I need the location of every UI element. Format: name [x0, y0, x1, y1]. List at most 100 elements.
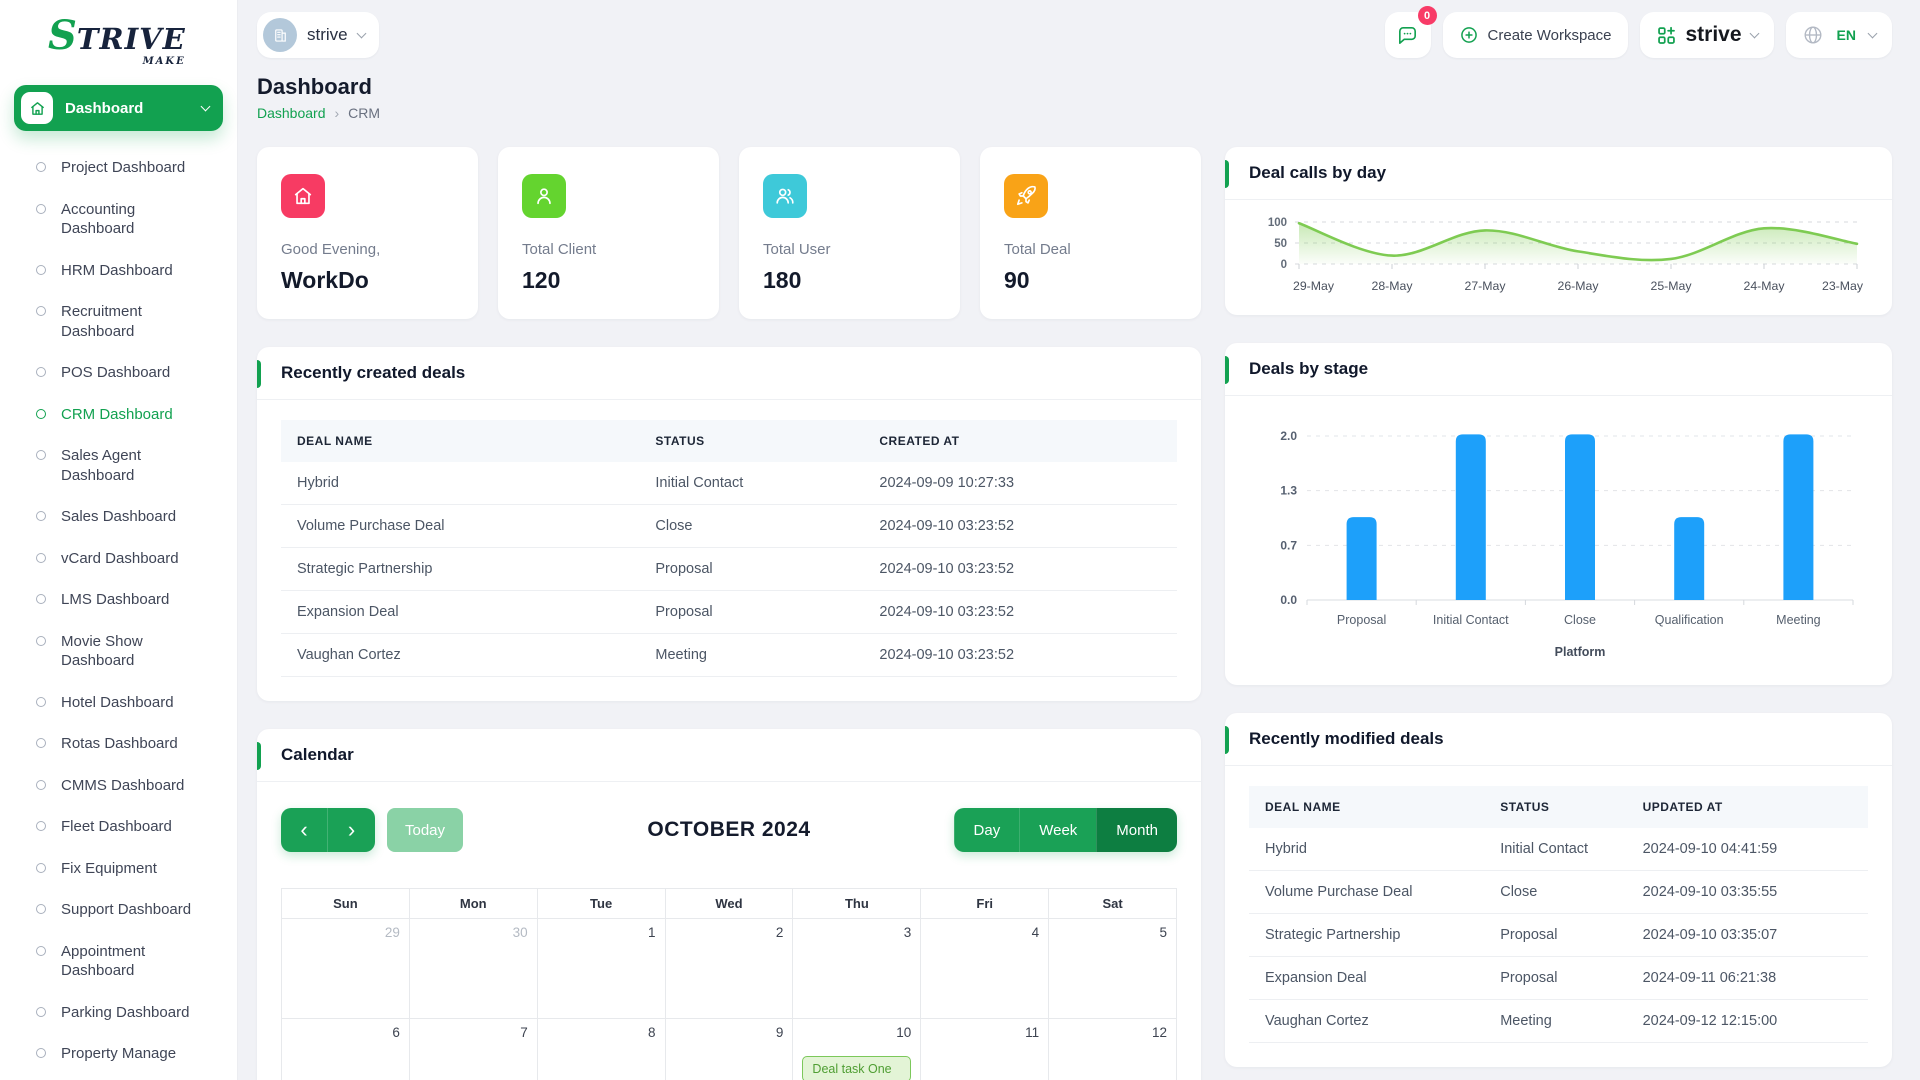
svg-text:50: 50	[1274, 238, 1287, 250]
sidebar-item-support-dashboard[interactable]: Support Dashboard	[36, 889, 223, 931]
circle-icon	[36, 821, 46, 831]
sidebar-item-hrm-dashboard[interactable]: HRM Dashboard	[36, 250, 223, 292]
sidebar-item-property-manage[interactable]: Property Manage	[36, 1033, 223, 1075]
workspace-selector[interactable]: strive	[257, 12, 379, 58]
calendar-day-number: 7	[520, 1025, 528, 1040]
svg-text:Close: Close	[1564, 613, 1596, 627]
calendar-next-button[interactable]: ›	[328, 808, 375, 852]
stat-cards-row: Good Evening, WorkDo Total Client 120 Total …	[257, 147, 1201, 319]
calendar-day-cell-12[interactable]: 12	[1049, 1019, 1177, 1080]
table-cell: Vaughan Cortez	[1249, 999, 1485, 1043]
calendar-day-cell-10[interactable]: 10 Deal task One	[793, 1019, 922, 1080]
calendar-view-month-button[interactable]: Month	[1096, 808, 1177, 852]
sidebar-item-cmms-dashboard[interactable]: CMMS Dashboard	[36, 765, 223, 807]
calendar-day-cell-1[interactable]: 1	[537, 919, 666, 1019]
sidebar-item-parking-dashboard[interactable]: Parking Dashboard	[36, 992, 223, 1034]
breadcrumb-current: CRM	[348, 105, 381, 121]
calendar-event[interactable]: Deal task One	[802, 1056, 912, 1080]
calendar-day-cell-11[interactable]: 11	[921, 1019, 1050, 1080]
sidebar-item-label: Movie Show Dashboard	[61, 632, 143, 670]
messages-button[interactable]: 0	[1384, 6, 1437, 58]
calendar-day-cell-6[interactable]: 6	[282, 1019, 410, 1080]
apps-grid-icon	[1657, 26, 1675, 44]
panel-title: Deal calls by day	[1249, 163, 1387, 182]
sidebar-menu: Project Dashboard Accounting Dashboard HRM…	[14, 141, 223, 1080]
circle-icon	[36, 552, 46, 563]
circle-icon	[36, 306, 46, 316]
page-title: Dashboard	[257, 74, 372, 99]
calendar-day-cell-8[interactable]: 8	[538, 1019, 666, 1080]
calendar-day-cell-2[interactable]: 2	[665, 919, 794, 1019]
calendar-day-cell-5[interactable]: 5	[1049, 919, 1177, 1019]
stat-label: Total Deal	[1004, 241, 1071, 258]
calendar-today-button[interactable]: Today	[387, 808, 464, 852]
circle-icon	[36, 594, 46, 604]
deals-by-stage-chart: 0.0 0.7 1.3 2.0 Proposal Initial Contact Close…	[1280, 429, 1854, 659]
table-row: Expansion Deal Proposal 2024-09-10 03:23:5…	[281, 590, 1177, 634]
plus-circle-icon	[1460, 27, 1477, 43]
app-switcher-button[interactable]: strive	[1639, 12, 1774, 58]
brand-logo[interactable]: S TRIVE MAKE	[48, 16, 186, 68]
language-selector[interactable]: EN	[1785, 12, 1892, 58]
circle-icon	[36, 904, 46, 914]
calendar-prev-button[interactable]: ‹	[281, 808, 328, 852]
right-column: Deal calls by day 100 50 0 29-May 28-May 27-M…	[1225, 147, 1892, 1067]
table-cell: Proposal	[639, 590, 864, 634]
sidebar-item-label: CMMS Dashboard	[61, 776, 185, 794]
calendar-day-cell-30[interactable]: 30	[409, 919, 538, 1019]
sidebar-item-sales-dashboard[interactable]: Sales Dashboard	[36, 496, 223, 538]
calendar-day-number: 10	[896, 1025, 912, 1040]
circle-icon	[36, 635, 46, 646]
sidebar-item-sales-agent-dashboard[interactable]: Sales Agent Dashboard	[36, 435, 223, 496]
table-header-row: DEAL NAME STATUS UPDATED AT	[1249, 786, 1868, 828]
sidebar-item-project-dashboard[interactable]: Project Dashboard	[36, 147, 223, 189]
sidebar-item-hotel-dashboard[interactable]: Hotel Dashboard	[36, 682, 223, 724]
sidebar-item-pos-dashboard[interactable]: POS Dashboard	[36, 352, 223, 394]
sidebar-item-lms-dashboard[interactable]: LMS Dashboard	[36, 579, 223, 621]
svg-text:2.0: 2.0	[1280, 429, 1297, 443]
table-cell: 2024-09-10 03:23:52	[863, 547, 1177, 591]
table-cell: Hybrid	[281, 462, 640, 505]
sidebar-item-beauty-spa-dashboard[interactable]: Beauty Spa Dashboard	[36, 1075, 223, 1080]
recently-created-deals-table: DEAL NAME STATUS CREATED AT Hybrid Initial …	[281, 420, 1177, 677]
calendar-day-number: 6	[392, 1025, 400, 1040]
sidebar-item-appointment-dashboard[interactable]: Appointment Dashboard	[36, 931, 223, 992]
column-header: STATUS	[1484, 786, 1627, 828]
calendar-day-cell-7[interactable]: 7	[410, 1019, 538, 1080]
calendar-day-cell-3[interactable]: 3	[793, 919, 922, 1019]
divider	[1225, 199, 1892, 200]
sidebar-item-label: Accounting Dashboard	[61, 200, 136, 238]
sidebar-item-label: LMS Dashboard	[61, 591, 170, 608]
users-icon	[763, 174, 807, 218]
divider	[1225, 395, 1892, 396]
panel-title: Recently modified deals	[1249, 729, 1444, 748]
calendar-day-cell-29[interactable]: 29	[282, 919, 410, 1019]
divider	[1225, 765, 1892, 766]
svg-text:Initial Contact: Initial Contact	[1433, 613, 1509, 627]
svg-text:25-May: 25-May	[1650, 279, 1692, 293]
table-row: Strategic Partnership Proposal 2024-09-10 …	[1249, 913, 1868, 957]
create-workspace-button[interactable]: Create Workspace	[1442, 12, 1628, 58]
deals-by-stage-panel: Deals by stage 0.0 0.7 1.3 2.0 Proposal Initi…	[1225, 343, 1892, 685]
calendar-day-cell-9[interactable]: 9	[666, 1019, 794, 1080]
sidebar-item-vcard-dashboard[interactable]: vCard Dashboard	[36, 538, 223, 580]
sidebar-item-accounting-dashboard[interactable]: Accounting Dashboard	[36, 189, 223, 250]
table-cell: 2024-09-10 03:35:55	[1626, 870, 1868, 914]
sidebar-item-fix-equipment[interactable]: Fix Equipment	[36, 848, 223, 890]
svg-text:Meeting: Meeting	[1776, 613, 1821, 627]
sidebar-item-movie-show-dashboard[interactable]: Movie Show Dashboard	[36, 621, 223, 682]
sidebar-item-rotas-dashboard[interactable]: Rotas Dashboard	[36, 723, 223, 765]
calendar-day-cell-4[interactable]: 4	[921, 919, 1050, 1019]
sidebar-item-fleet-dashboard[interactable]: Fleet Dashboard	[36, 806, 223, 848]
calendar-view-week-button[interactable]: Week	[1019, 808, 1097, 852]
sidebar-item-crm-dashboard[interactable]: CRM Dashboard	[36, 394, 223, 436]
sidebar-item-recruitment-dashboard[interactable]: Recruitment Dashboard	[36, 291, 223, 352]
breadcrumb-dashboard-link[interactable]: Dashboard	[257, 105, 326, 121]
table-cell: Meeting	[639, 633, 864, 677]
table-cell: Volume Purchase Deal	[1249, 870, 1485, 914]
sidebar-group-dashboard[interactable]: Dashboard	[14, 85, 223, 131]
table-row: Expansion Deal Proposal 2024-09-11 06:21:3…	[1249, 956, 1868, 1000]
calendar-grid: Sun Mon Tue Wed Thu Fri Sat 29 30 1 2 3 4 5 6 7 8 9 10 Deal…	[281, 888, 1177, 1080]
calendar-day-number: 4	[1031, 925, 1040, 940]
calendar-view-day-button[interactable]: Day	[953, 808, 1020, 852]
